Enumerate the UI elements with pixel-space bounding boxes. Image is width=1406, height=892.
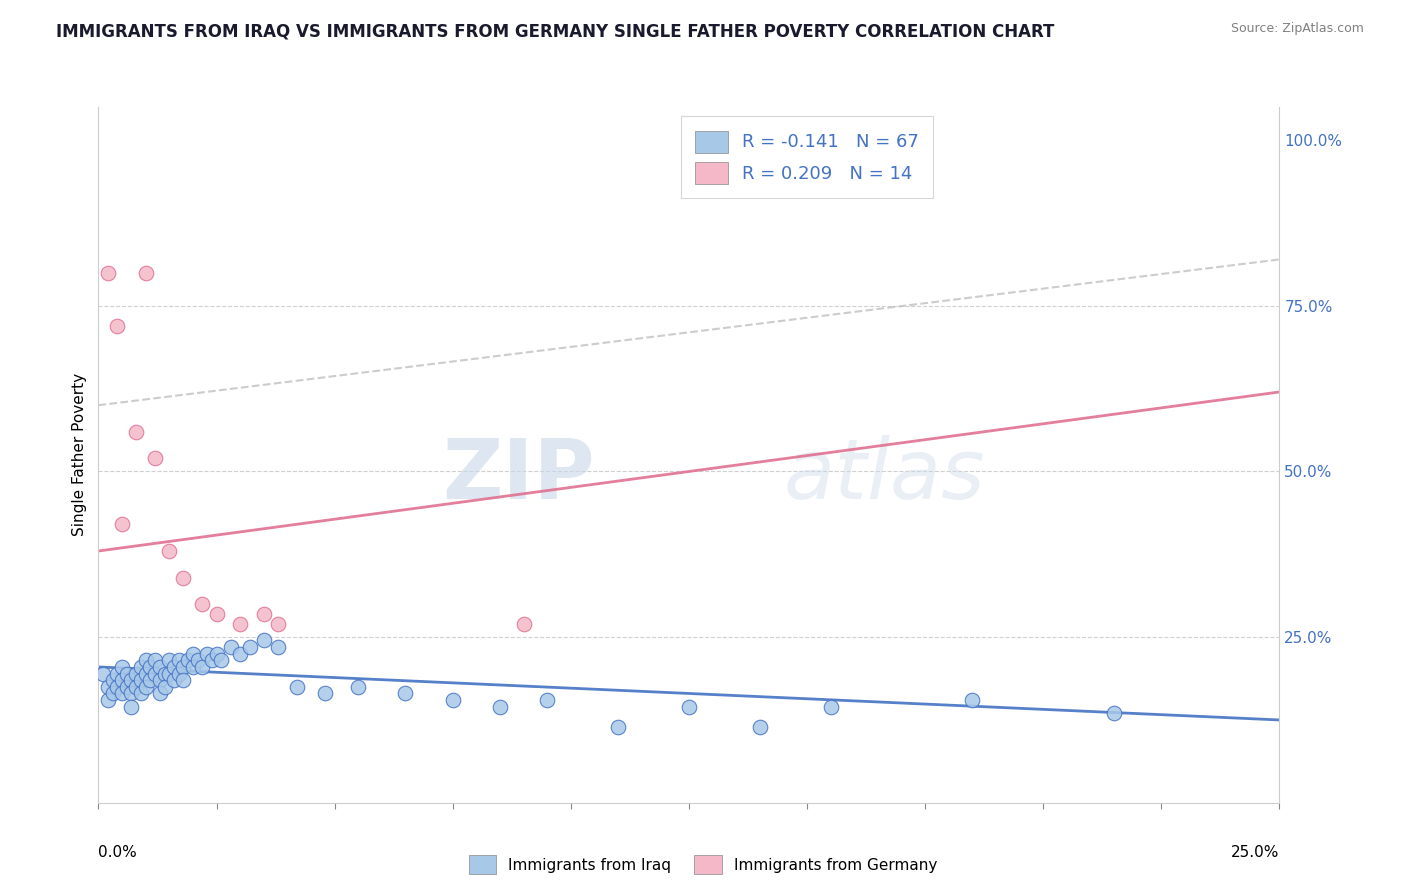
Point [111, 686, 134, 700]
Point [125, 425, 148, 439]
Point [157, 544, 180, 558]
Point [748, 720, 770, 734]
Point [229, 616, 252, 631]
Point [394, 686, 416, 700]
Text: Source: ZipAtlas.com: Source: ZipAtlas.com [1230, 22, 1364, 36]
Point [489, 699, 512, 714]
Point [205, 647, 228, 661]
Legend: Immigrants from Iraq, Immigrants from Germany: Immigrants from Iraq, Immigrants from Ge… [463, 849, 943, 880]
Point [149, 660, 172, 674]
Point [962, 693, 984, 707]
Point [172, 660, 194, 674]
Point [347, 680, 370, 694]
Text: IMMIGRANTS FROM IRAQ VS IMMIGRANTS FROM GERMANY SINGLE FATHER POVERTY CORRELATIO: IMMIGRANTS FROM IRAQ VS IMMIGRANTS FROM … [56, 22, 1054, 40]
Point [143, 451, 166, 466]
Point [177, 653, 200, 667]
Legend: R = -0.141   N = 67, R = 0.209   N = 14: R = -0.141 N = 67, R = 0.209 N = 14 [681, 116, 934, 198]
Point [105, 680, 128, 694]
Point [125, 666, 148, 681]
Point [97, 680, 120, 694]
Point [253, 633, 276, 648]
Point [219, 640, 242, 654]
Point [205, 607, 228, 621]
Text: 25.0%: 25.0% [1232, 845, 1279, 860]
Point [121, 686, 143, 700]
Point [115, 680, 138, 694]
Point [129, 660, 152, 674]
Point [167, 666, 190, 681]
Point [181, 660, 204, 674]
Point [149, 673, 172, 688]
Point [139, 673, 162, 688]
Point [607, 720, 630, 734]
Point [201, 653, 224, 667]
Point [209, 653, 232, 667]
Point [191, 660, 214, 674]
Point [820, 699, 842, 714]
Point [172, 570, 194, 584]
Point [678, 699, 700, 714]
Point [101, 686, 124, 700]
Point [167, 653, 190, 667]
Point [195, 647, 218, 661]
Y-axis label: Single Father Poverty: Single Father Poverty [72, 374, 87, 536]
Point [267, 616, 290, 631]
Text: ZIP: ZIP [441, 435, 595, 516]
Point [111, 660, 134, 674]
Point [135, 266, 157, 280]
Point [121, 699, 143, 714]
Point [314, 686, 336, 700]
Point [97, 693, 120, 707]
Point [153, 680, 176, 694]
Text: atlas: atlas [783, 435, 986, 516]
Point [512, 616, 534, 631]
Point [285, 680, 308, 694]
Point [105, 318, 128, 333]
Point [149, 686, 172, 700]
Point [143, 653, 166, 667]
Point [121, 673, 143, 688]
Point [135, 666, 157, 681]
Point [111, 673, 134, 688]
Point [181, 647, 204, 661]
Point [91, 666, 114, 681]
Text: 0.0%: 0.0% [98, 845, 138, 860]
Point [97, 266, 120, 280]
Point [239, 640, 262, 654]
Point [129, 686, 152, 700]
Point [441, 693, 464, 707]
Point [153, 666, 176, 681]
Point [135, 653, 157, 667]
Point [191, 597, 214, 611]
Point [125, 680, 148, 694]
Point [115, 666, 138, 681]
Point [253, 607, 276, 621]
Point [172, 673, 194, 688]
Point [135, 680, 157, 694]
Point [129, 673, 152, 688]
Point [101, 673, 124, 688]
Point [187, 653, 209, 667]
Point [143, 666, 166, 681]
Point [536, 693, 558, 707]
Point [229, 647, 252, 661]
Point [157, 666, 180, 681]
Point [163, 660, 186, 674]
Point [105, 666, 128, 681]
Point [163, 673, 186, 688]
Point [267, 640, 290, 654]
Point [139, 660, 162, 674]
Point [157, 653, 180, 667]
Point [111, 517, 134, 532]
Point [1102, 706, 1125, 721]
